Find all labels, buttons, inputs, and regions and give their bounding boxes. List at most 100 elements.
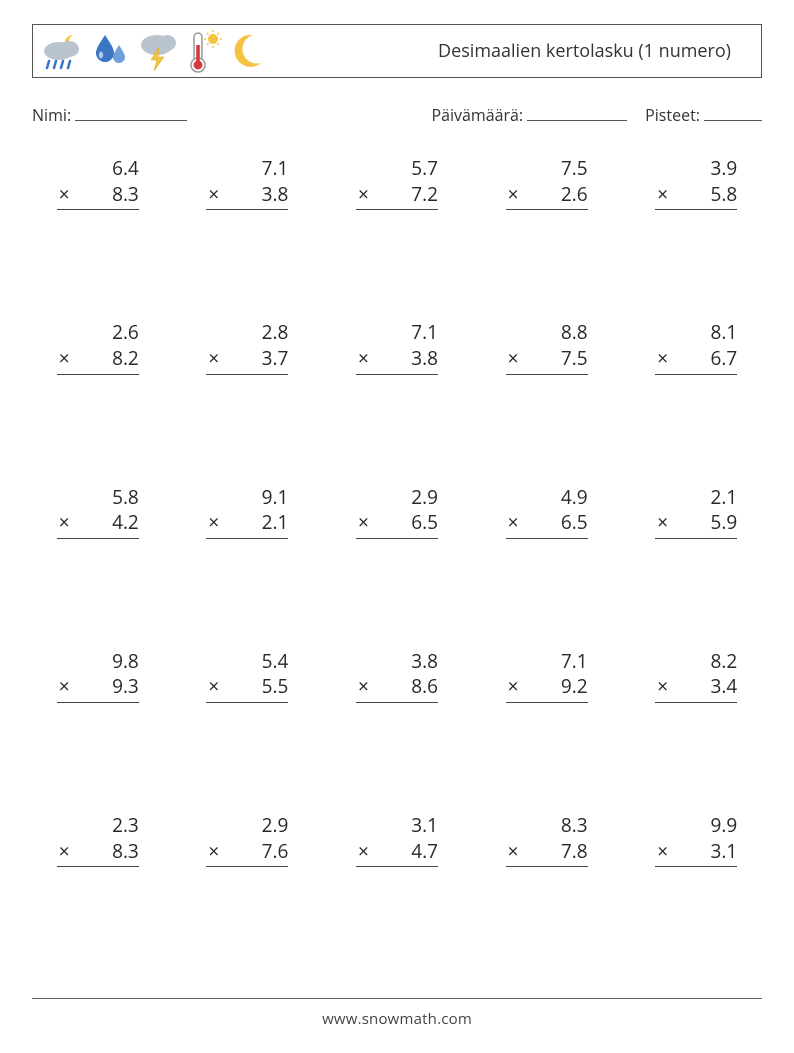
problem-r4-c5: 8.2× 3.4: [630, 649, 762, 703]
operand-b: 5.8: [710, 182, 737, 208]
operator: ×: [206, 346, 219, 372]
operand-a: 8.3: [506, 813, 588, 839]
problem-r2-c1: 2.6×8.2: [32, 320, 164, 374]
operand-a: 3.1: [356, 813, 438, 839]
operand-a: 3.9: [655, 156, 737, 182]
operand-b: 3.8: [411, 346, 438, 372]
operand-a: 2.3: [57, 813, 139, 839]
problem-r5-c4: 8.3× 7.8: [481, 813, 613, 867]
thermometer-icon: [183, 29, 223, 73]
problem-r2-c2: 2.8× 3.7: [182, 320, 314, 374]
operand-b: 9.2: [561, 674, 588, 700]
operand-b: 3.7: [262, 346, 289, 372]
problem-r3-c1: 5.8×4.2: [32, 485, 164, 539]
problem-r4-c3: 3.8× 8.6: [331, 649, 463, 703]
problem-r4-c2: 5.4×5.5: [182, 649, 314, 703]
operand-b: 7.8: [561, 839, 588, 865]
score-blank[interactable]: [704, 106, 762, 121]
operator: ×: [506, 510, 519, 536]
problem-r1-c4: 7.5× 2.6: [481, 156, 613, 210]
operand-a: 9.8: [57, 649, 139, 675]
operand-a: 2.9: [206, 813, 288, 839]
problem-r5-c2: 2.9× 7.6: [182, 813, 314, 867]
moon-icon: [225, 29, 267, 73]
operator: ×: [206, 182, 219, 208]
problem-r3-c2: 9.1× 2.1: [182, 485, 314, 539]
operator: ×: [655, 839, 668, 865]
header-icons: [39, 29, 267, 73]
operand-b: 4.7: [411, 839, 438, 865]
operator: ×: [356, 346, 369, 372]
operand-a: 8.2: [655, 649, 737, 675]
operand-b: 8.3: [112, 182, 139, 208]
operand-b: 7.5: [561, 346, 588, 372]
operand-b: 3.4: [710, 674, 737, 700]
problem-r1-c3: 5.7×7.2: [331, 156, 463, 210]
operand-a: 2.1: [655, 485, 737, 511]
water-drops-icon: [89, 29, 133, 73]
operand-b: 7.6: [262, 839, 289, 865]
operator: ×: [356, 510, 369, 536]
operand-a: 6.4: [57, 156, 139, 182]
problem-r5-c1: 2.3× 8.3: [32, 813, 164, 867]
operand-a: 9.1: [206, 485, 288, 511]
problem-r2-c3: 7.1×3.8: [331, 320, 463, 374]
operator: ×: [206, 839, 219, 865]
operand-b: 8.6: [411, 674, 438, 700]
lightning-cloud-icon: [135, 29, 181, 73]
footer-text: www.snowmath.com: [0, 1009, 794, 1029]
name-blank[interactable]: [75, 106, 187, 121]
operand-a: 5.4: [206, 649, 288, 675]
operand-a: 3.8: [356, 649, 438, 675]
operand-b: 5.9: [710, 510, 737, 536]
date-blank[interactable]: [527, 106, 627, 121]
operator: ×: [57, 346, 70, 372]
problem-r4-c1: 9.8×9.3: [32, 649, 164, 703]
operand-b: 2.6: [561, 182, 588, 208]
problem-r2-c5: 8.1×6.7: [630, 320, 762, 374]
operator: ×: [57, 510, 70, 536]
operand-a: 7.1: [506, 649, 588, 675]
problem-r3-c5: 2.1×5.9: [630, 485, 762, 539]
operand-a: 9.9: [655, 813, 737, 839]
operand-b: 5.5: [262, 674, 289, 700]
operand-b: 8.3: [112, 839, 139, 865]
operator: ×: [655, 346, 668, 372]
operand-a: 4.9: [506, 485, 588, 511]
problem-r5-c5: 9.9×3.1: [630, 813, 762, 867]
operand-a: 8.8: [506, 320, 588, 346]
name-label: Nimi:: [32, 104, 71, 126]
operand-a: 2.8: [206, 320, 288, 346]
operator: ×: [356, 674, 369, 700]
problem-r1-c2: 7.1×3.8: [182, 156, 314, 210]
operator: ×: [506, 346, 519, 372]
operand-a: 2.6: [57, 320, 139, 346]
problem-r1-c5: 3.9×5.8: [630, 156, 762, 210]
problem-r3-c4: 4.9× 6.5: [481, 485, 613, 539]
problem-r4-c4: 7.1×9.2: [481, 649, 613, 703]
operand-a: 2.9: [356, 485, 438, 511]
operator: ×: [506, 182, 519, 208]
operand-a: 5.8: [57, 485, 139, 511]
operand-a: 7.1: [206, 156, 288, 182]
operand-b: 6.5: [411, 510, 438, 536]
meta-row: Nimi: Päivämäärä: Pisteet:: [32, 104, 762, 126]
operator: ×: [57, 839, 70, 865]
operand-a: 7.5: [506, 156, 588, 182]
worksheet-title: Desimaalien kertolasku (1 numero): [438, 39, 749, 63]
problem-r1-c1: 6.4×8.3: [32, 156, 164, 210]
operand-b: 9.3: [112, 674, 139, 700]
operator: ×: [356, 839, 369, 865]
worksheet-page: Desimaalien kertolasku (1 numero) Nimi: …: [0, 0, 794, 867]
operand-b: 2.1: [262, 510, 289, 536]
problems-grid: 6.4×8.37.1×3.85.7×7.27.5×2.63.9×5.82.6×8…: [32, 156, 762, 867]
operand-a: 5.7: [356, 156, 438, 182]
footer: www.snowmath.com: [0, 998, 794, 1029]
operator: ×: [206, 510, 219, 536]
footer-line: [32, 998, 762, 999]
operand-b: 7.2: [411, 182, 438, 208]
operand-b: 6.5: [561, 510, 588, 536]
operator: ×: [655, 674, 668, 700]
rain-cloud-icon: [39, 29, 87, 73]
operator: ×: [506, 839, 519, 865]
